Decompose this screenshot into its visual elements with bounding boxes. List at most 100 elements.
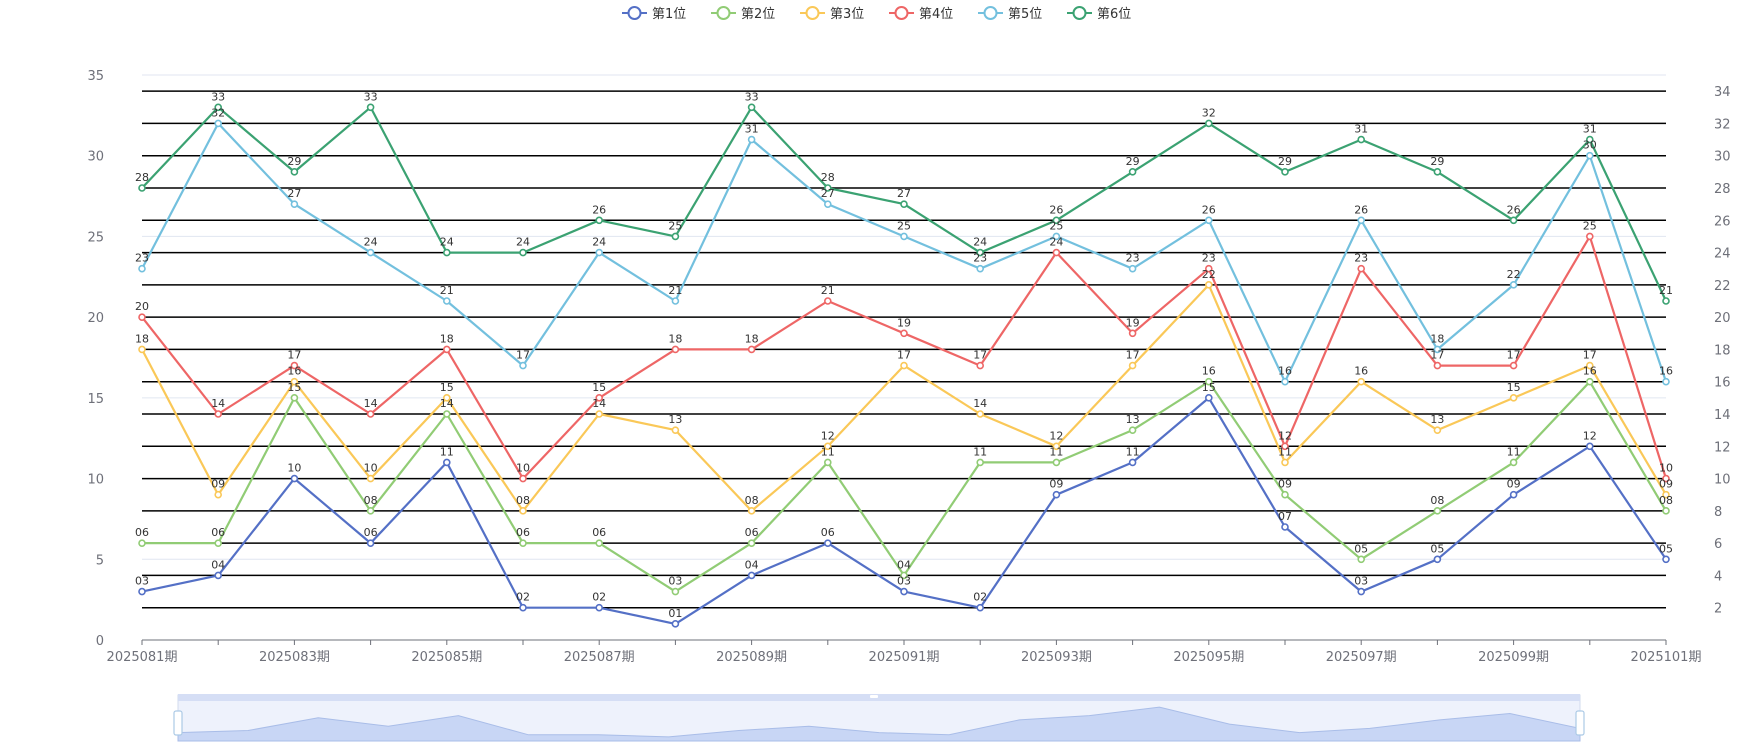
data-point[interactable]	[1281, 458, 1289, 467]
data-point[interactable]	[1662, 474, 1670, 483]
data-point[interactable]	[976, 264, 985, 273]
data-point[interactable]	[900, 587, 908, 596]
data-zoom-slider[interactable]	[173, 694, 1585, 742]
data-point[interactable]	[1662, 555, 1670, 564]
data-point[interactable]	[290, 474, 299, 483]
data-point[interactable]	[1052, 216, 1061, 225]
data-point[interactable]	[1586, 151, 1594, 160]
data-point[interactable]	[366, 474, 375, 483]
data-point[interactable]	[442, 410, 451, 418]
data-point[interactable]	[1052, 442, 1061, 451]
data-point[interactable]	[595, 410, 604, 418]
data-point[interactable]	[823, 458, 832, 467]
legend-item-3[interactable]: 第3位	[800, 6, 864, 22]
data-point[interactable]	[595, 539, 604, 547]
data-point[interactable]	[900, 200, 908, 208]
data-point[interactable]	[1205, 281, 1213, 289]
legend-item-1[interactable]: 第1位	[622, 6, 686, 22]
data-point[interactable]	[1128, 329, 1137, 338]
data-point[interactable]	[976, 410, 985, 418]
data-point[interactable]	[138, 313, 146, 321]
data-point[interactable]	[1662, 377, 1670, 386]
data-point[interactable]	[138, 539, 146, 547]
data-point[interactable]	[1509, 458, 1518, 467]
data-point[interactable]	[747, 507, 756, 515]
data-point[interactable]	[1357, 587, 1365, 596]
data-point[interactable]	[442, 458, 451, 467]
data-point[interactable]	[1281, 442, 1289, 451]
data-point[interactable]	[1128, 168, 1137, 176]
data-point[interactable]	[1586, 232, 1594, 241]
data-point[interactable]	[671, 345, 680, 354]
data-point[interactable]	[823, 297, 832, 305]
data-point[interactable]	[671, 426, 680, 434]
data-point[interactable]	[214, 410, 222, 418]
data-point[interactable]	[900, 232, 908, 241]
data-point[interactable]	[747, 135, 756, 144]
data-point[interactable]	[442, 394, 451, 402]
data-point[interactable]	[671, 587, 680, 596]
data-point[interactable]	[214, 490, 222, 499]
data-point[interactable]	[1205, 394, 1213, 402]
data-point[interactable]	[671, 297, 680, 305]
data-point[interactable]	[976, 458, 985, 467]
legend-item-2[interactable]: 第2位	[711, 6, 775, 22]
data-point[interactable]	[1205, 119, 1213, 128]
data-point[interactable]	[1509, 216, 1518, 225]
data-point[interactable]	[290, 394, 299, 402]
data-point[interactable]	[1662, 507, 1670, 515]
data-point[interactable]	[900, 329, 908, 338]
data-point[interactable]	[214, 119, 222, 128]
data-point[interactable]	[1205, 377, 1213, 386]
data-point[interactable]	[1586, 442, 1594, 451]
data-point[interactable]	[1281, 523, 1289, 531]
data-point[interactable]	[366, 507, 375, 515]
legend[interactable]: 第1位 第2位 第3位 第4位 第5位 第6位	[622, 6, 1131, 22]
data-point[interactable]	[1509, 281, 1518, 289]
data-point[interactable]	[823, 539, 832, 547]
zoom-handle-right[interactable]	[1575, 710, 1585, 736]
data-point[interactable]	[366, 103, 375, 112]
data-point[interactable]	[1509, 490, 1518, 499]
data-point[interactable]	[747, 539, 756, 547]
data-point[interactable]	[671, 232, 680, 241]
data-point[interactable]	[519, 539, 527, 547]
data-point[interactable]	[442, 248, 451, 257]
data-point[interactable]	[138, 184, 146, 192]
data-point[interactable]	[1052, 458, 1061, 467]
data-point[interactable]	[1662, 297, 1670, 305]
data-point[interactable]	[1662, 490, 1670, 499]
data-point[interactable]	[138, 587, 146, 596]
data-point[interactable]	[138, 345, 146, 354]
data-point[interactable]	[366, 248, 375, 257]
data-point[interactable]	[595, 216, 604, 225]
data-point[interactable]	[1128, 426, 1137, 434]
data-point[interactable]	[519, 507, 527, 515]
data-point[interactable]	[1433, 345, 1442, 354]
data-point[interactable]	[366, 539, 375, 547]
data-point[interactable]	[519, 248, 527, 257]
data-point[interactable]	[1433, 555, 1442, 564]
data-point[interactable]	[671, 620, 680, 628]
data-point[interactable]	[976, 361, 985, 370]
data-point[interactable]	[900, 571, 908, 580]
data-point[interactable]	[747, 571, 756, 580]
data-point[interactable]	[366, 410, 375, 418]
data-point[interactable]	[595, 603, 604, 612]
data-point[interactable]	[1586, 135, 1594, 144]
data-point[interactable]	[747, 345, 756, 354]
data-point[interactable]	[1586, 377, 1594, 386]
data-point[interactable]	[1433, 168, 1442, 176]
data-point[interactable]	[290, 377, 299, 386]
data-point[interactable]	[1509, 361, 1518, 370]
data-point[interactable]	[595, 248, 604, 257]
data-point[interactable]	[1357, 264, 1365, 273]
zoom-handle-left[interactable]	[173, 710, 183, 736]
data-point[interactable]	[1357, 216, 1365, 225]
data-point[interactable]	[1052, 490, 1061, 499]
data-point[interactable]	[900, 361, 908, 370]
data-point[interactable]	[1205, 216, 1213, 225]
data-point[interactable]	[214, 571, 222, 580]
data-point[interactable]	[1128, 458, 1137, 467]
legend-item-6[interactable]: 第6位	[1067, 6, 1131, 22]
